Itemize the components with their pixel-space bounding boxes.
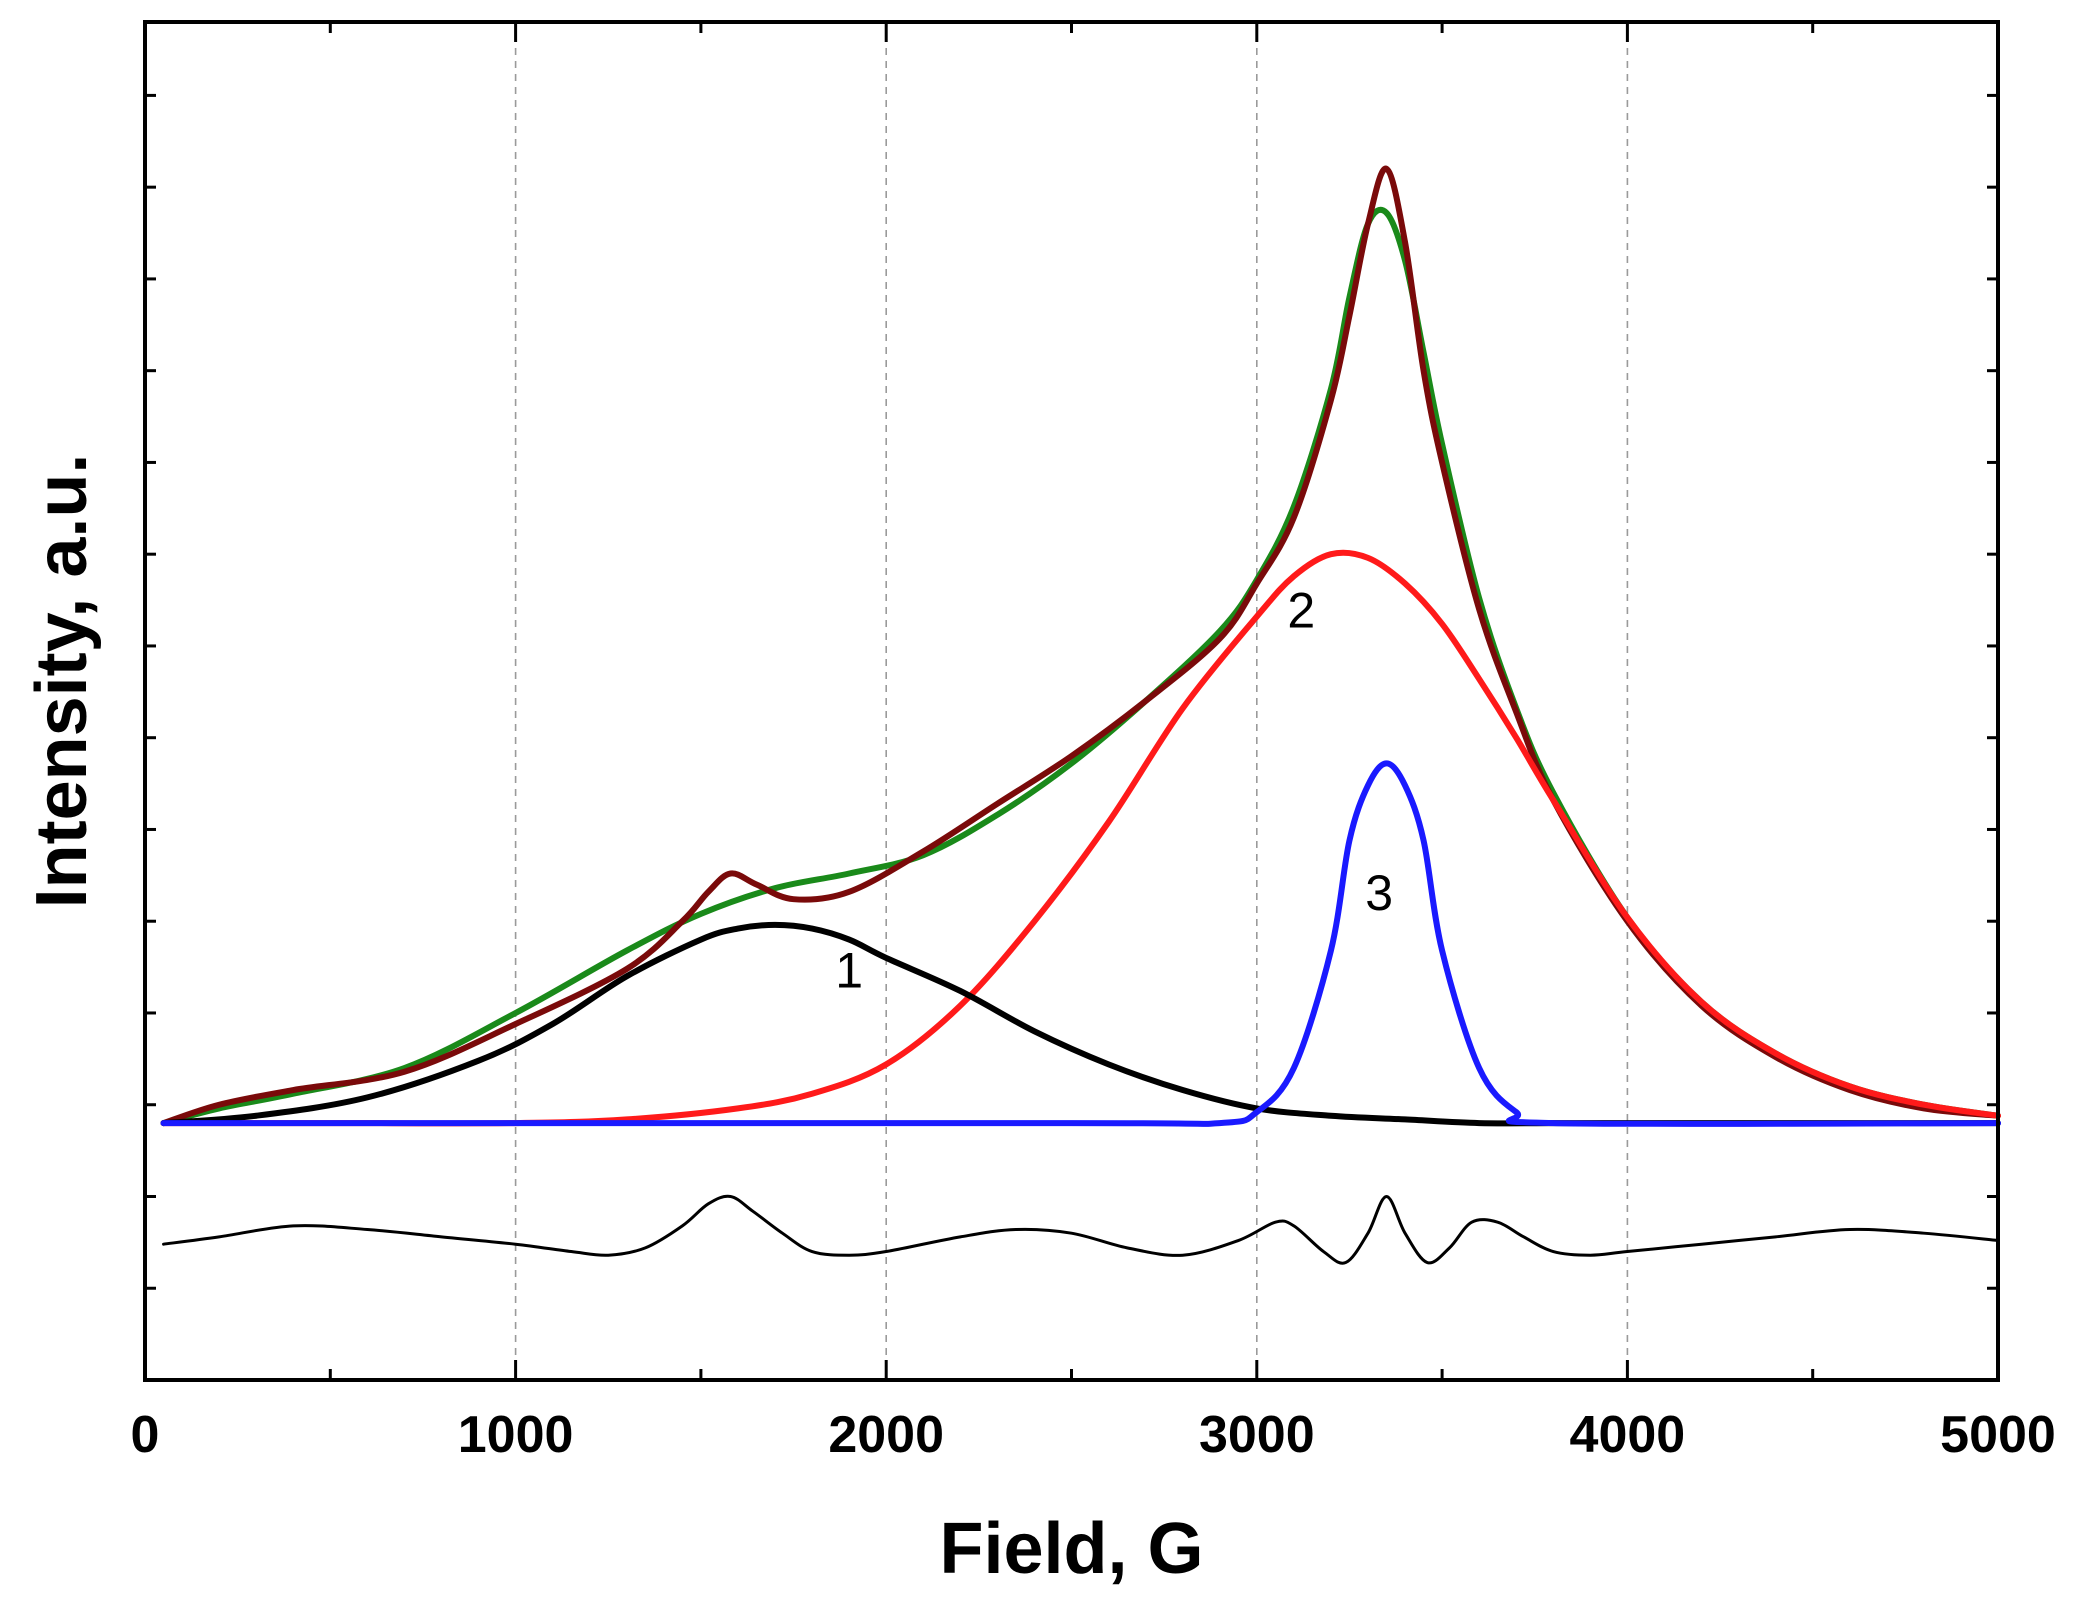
peak-label-1: 1: [835, 942, 863, 998]
x-tick-label-3000: 3000: [1199, 1406, 1315, 1464]
peak-label-3: 3: [1365, 865, 1393, 921]
series-line-2: [160, 549, 2001, 1127]
x-tick-label-5000: 5000: [1940, 1406, 2056, 1464]
series-line-fit-sum: [160, 206, 2001, 1127]
x-tick-label-4000: 4000: [1570, 1406, 1686, 1464]
x-tick-label-2000: 2000: [828, 1406, 944, 1464]
y-axis-title: Intensity, a.u.: [22, 454, 102, 909]
x-tick-label-1000: 1000: [458, 1406, 574, 1464]
series-line-experimental: [160, 165, 2001, 1127]
x-axis-title: Field, G: [939, 1509, 1203, 1589]
grid-layer: [514, 22, 1629, 1380]
x-tick-label-0: 0: [131, 1406, 160, 1464]
label-layer: 1 2 3: [835, 583, 1393, 999]
series-line-3: [160, 760, 2001, 1127]
peak-label-2: 2: [1287, 583, 1315, 639]
tick-layer: 0 1000 2000 3000 4000 5000: [131, 22, 2056, 1464]
series-line-residual: [162, 1194, 2000, 1265]
plot-frame: [143, 20, 2000, 1382]
series-layer: [160, 165, 2001, 1265]
